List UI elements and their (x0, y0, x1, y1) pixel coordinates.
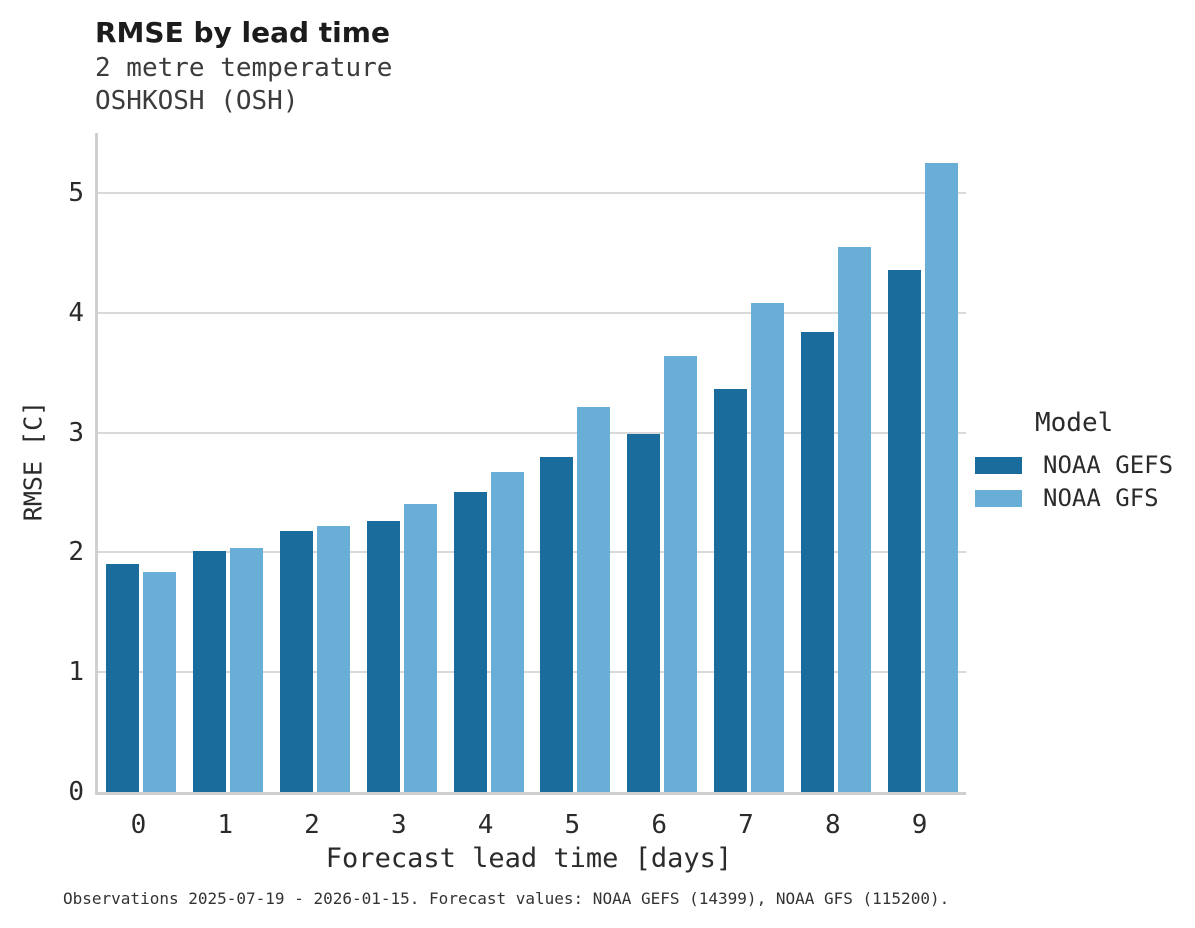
bar-noaa-gefs-lead-5 (540, 456, 574, 792)
bar-noaa-gefs-lead-0 (106, 564, 140, 792)
bar-noaa-gfs-lead-2 (316, 526, 350, 792)
bar-noaa-gefs-lead-2 (279, 530, 313, 792)
x-tick-label-6: 6 (651, 810, 667, 840)
legend-title: Model (1035, 408, 1114, 438)
bar-noaa-gfs-lead-1 (230, 547, 264, 792)
bar-noaa-gefs-lead-9 (887, 269, 921, 792)
x-tick-label-0: 0 (130, 810, 147, 840)
bar-noaa-gefs-lead-1 (193, 551, 227, 792)
x-tick-label-9: 9 (911, 810, 928, 840)
plot-area (95, 133, 966, 795)
x-axis-tick-labels: 0 1 2 3 4 5 6 7 8 9 (95, 809, 963, 841)
x-tick-label-5: 5 (564, 810, 581, 840)
x-tick-label-3: 3 (390, 810, 407, 840)
bar-noaa-gefs-lead-8 (800, 331, 834, 792)
y-tick-label-4: 4 (68, 297, 84, 328)
gridline-y-3 (98, 431, 966, 434)
y-tick-label-0: 0 (68, 777, 84, 807)
bar-group-lead-5 (532, 407, 619, 792)
bar-noaa-gefs-lead-4 (453, 492, 487, 792)
y-tick-label-2: 2 (68, 537, 84, 568)
x-tick-label-7: 7 (738, 810, 754, 840)
bar-series-container (98, 133, 966, 792)
bar-noaa-gfs-lead-7 (750, 303, 784, 792)
bar-noaa-gfs-lead-3 (403, 504, 437, 792)
gridline-y-5 (98, 191, 966, 194)
gridline-y-1 (98, 671, 966, 674)
subtitle-line-variable: 2 metre temperature (95, 53, 393, 83)
x-tick-label-1: 1 (217, 810, 234, 840)
bar-noaa-gefs-lead-7 (713, 389, 747, 792)
legend: Model NOAA GEFS NOAA GFS (975, 408, 1173, 511)
bar-noaa-gfs-lead-9 (924, 162, 958, 792)
bar-group-lead-0 (98, 564, 185, 792)
bar-noaa-gefs-lead-3 (366, 521, 400, 792)
bar-group-lead-9 (879, 162, 966, 792)
y-tick-label-1: 1 (68, 657, 84, 688)
legend-label-noaa-gfs: NOAA GFS (1043, 484, 1159, 512)
y-tick-label-3: 3 (68, 417, 84, 448)
x-tick-label-8: 8 (824, 810, 841, 840)
y-axis-tick-labels: 0 1 2 3 4 5 (36, 133, 84, 807)
chart-title: RMSE by lead time (95, 16, 390, 49)
bar-group-lead-3 (358, 504, 445, 792)
legend-swatch-noaa-gefs (975, 456, 1022, 474)
bar-group-lead-8 (792, 246, 879, 792)
bar-noaa-gfs-lead-4 (490, 472, 524, 792)
legend-item-noaa-gefs: NOAA GEFS (975, 452, 1173, 478)
bar-group-lead-4 (445, 472, 532, 792)
x-axis-label: Forecast lead time [days] (325, 843, 733, 874)
bar-noaa-gefs-lead-6 (627, 433, 661, 792)
caption: Observations 2025-07-19 - 2026-01-15. Fo… (63, 889, 950, 908)
gridline-y-4 (98, 311, 966, 314)
bar-group-lead-7 (706, 303, 793, 792)
legend-item-noaa-gfs: NOAA GFS (975, 485, 1173, 511)
bar-group-lead-2 (272, 526, 359, 792)
bar-group-lead-6 (619, 355, 706, 792)
gridline-y-2 (98, 551, 966, 554)
bar-group-lead-1 (185, 547, 272, 792)
y-tick-label-5: 5 (68, 177, 84, 208)
bar-noaa-gfs-lead-0 (143, 571, 177, 792)
chart-subtitle: 2 metre temperature OSHKOSH (OSH) (95, 52, 392, 118)
bar-noaa-gfs-lead-5 (577, 407, 611, 792)
bar-noaa-gfs-lead-8 (837, 246, 871, 792)
legend-label-noaa-gefs: NOAA GEFS (1043, 451, 1174, 479)
legend-swatch-noaa-gfs (975, 489, 1022, 507)
bar-noaa-gfs-lead-6 (664, 355, 698, 792)
subtitle-line-station: OSHKOSH (OSH) (95, 86, 299, 116)
x-tick-label-2: 2 (304, 810, 320, 840)
x-tick-label-4: 4 (477, 810, 494, 840)
